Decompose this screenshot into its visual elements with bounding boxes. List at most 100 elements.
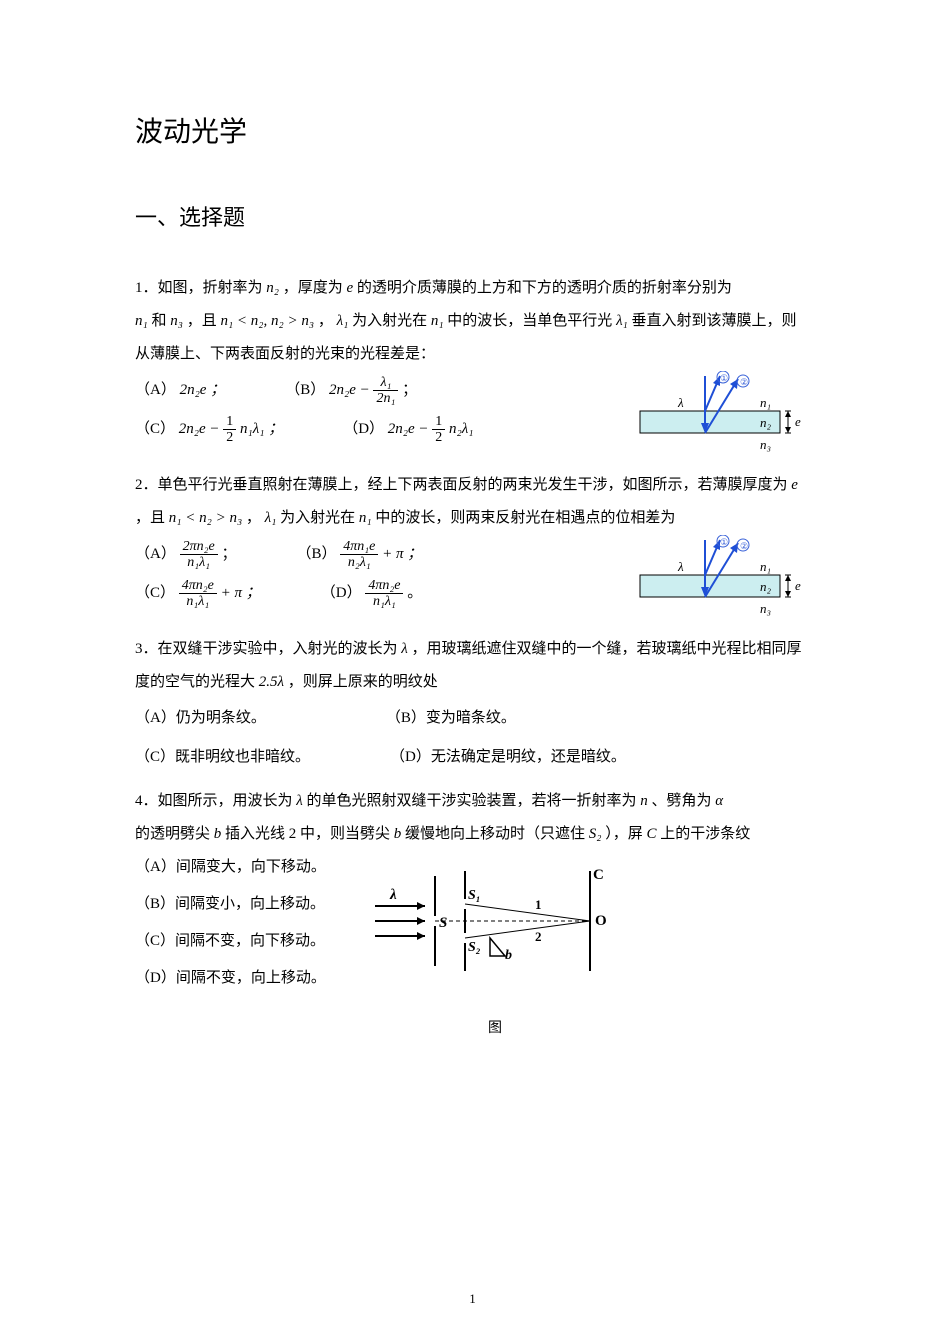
q4-text: 缓慢地向上移动时（只遮住 bbox=[405, 826, 585, 842]
opt-val: 2n₂e − bbox=[388, 421, 433, 437]
q3-optB: （B）变为暗条纹。 bbox=[386, 699, 516, 738]
q1-text: 中的波长，当单色平行光 bbox=[447, 313, 612, 329]
q4-C: C bbox=[647, 826, 657, 842]
q1-text: 和 bbox=[151, 313, 166, 329]
opt-label: （B） bbox=[285, 382, 325, 398]
q4-lam: λ bbox=[296, 793, 303, 809]
q3-text: 3．在双缝干涉实验中，入射光的波长为 bbox=[135, 641, 398, 657]
opt-label: （C） bbox=[135, 585, 175, 601]
q4-optA: （A）间隔变大，向下移动。 bbox=[135, 851, 355, 884]
opt-val: n₁λ₁ ； bbox=[240, 421, 283, 437]
q4-S2: S₂ bbox=[589, 826, 602, 842]
q2-optA: （A） 2πn₂en₁λ₁ ； bbox=[135, 535, 236, 574]
q4-b2: b bbox=[394, 826, 402, 842]
frac-den: 2 bbox=[223, 430, 236, 445]
q2-text: ， bbox=[246, 510, 261, 526]
svg-text:2: 2 bbox=[535, 929, 542, 944]
q4-text: 的透明劈尖 bbox=[135, 826, 210, 842]
n1-label: n₁ bbox=[760, 395, 771, 410]
q4-text: 上的干涉条纹 bbox=[660, 826, 750, 842]
circ1-label: ① bbox=[720, 373, 728, 383]
q4-optB: （B）间隔变小，向上移动。 bbox=[135, 888, 355, 921]
svg-text:b: b bbox=[505, 948, 512, 963]
q2-opts-row2: （C） 4πn₂en₁λ₁ + π ； （D） 4πn₂en₁λ₁ 。 bbox=[135, 574, 610, 613]
q4-b: b bbox=[214, 826, 222, 842]
q2-optB: （B） 4πn₁en₂λ₁ + π ； bbox=[296, 535, 422, 574]
frac-den: 2n₁ bbox=[373, 391, 398, 406]
q4-alpha: α bbox=[715, 793, 723, 809]
opt-tail: ； bbox=[402, 382, 417, 398]
q1-text: 为入射光在 bbox=[352, 313, 427, 329]
q3-lam: λ bbox=[401, 641, 408, 657]
q3-opts-row1: （A）仍为明条纹。 （B）变为暗条纹。 bbox=[135, 699, 810, 738]
q2-n1: n₁ bbox=[359, 510, 372, 526]
svg-text:n₃: n₃ bbox=[760, 601, 771, 616]
opt-tail: + π ； bbox=[221, 585, 261, 601]
frac-den: n₁λ₁ bbox=[179, 594, 217, 609]
q4-text: 插入光线 2 中，则当劈尖 bbox=[225, 826, 390, 842]
frac-num: 1 bbox=[223, 414, 236, 430]
q1-optC: （C） 2n₂e − 12 n₁λ₁ ； bbox=[135, 410, 283, 449]
q1-n1: n₁ bbox=[135, 313, 148, 329]
q1-opts-row2: （C） 2n₂e − 12 n₁λ₁ ； （D） 2n₂e − 12 n₂λ₁ bbox=[135, 410, 610, 449]
q2-optC: （C） 4πn₂en₁λ₁ + π ； bbox=[135, 574, 261, 613]
double-slit-figure: λ S S₁ S₂ 1 2 b bbox=[365, 851, 625, 1045]
q4-text: ），屏 bbox=[605, 826, 643, 842]
svg-text:n₁: n₁ bbox=[760, 559, 771, 574]
frac-num: 1 bbox=[432, 414, 445, 430]
q2-lam1: λ₁ bbox=[265, 510, 277, 526]
opt-label: （C） bbox=[135, 421, 175, 437]
opt-val: 2n₂e ； bbox=[180, 382, 226, 398]
circ2-label: ② bbox=[740, 377, 748, 387]
main-title: 波动光学 bbox=[135, 110, 810, 150]
svg-text:S₂: S₂ bbox=[468, 940, 481, 955]
q3-val: 2.5λ bbox=[259, 674, 284, 690]
q4-n: n bbox=[640, 793, 648, 809]
q1-text: 1．如图，折射率为 bbox=[135, 280, 263, 296]
q3-optA: （A）仍为明条纹。 bbox=[135, 699, 266, 738]
svg-text:②: ② bbox=[740, 541, 748, 551]
opt-tail: + π ； bbox=[382, 546, 422, 562]
e-label: e bbox=[795, 414, 801, 429]
q4-text: 4．如图所示，用波长为 bbox=[135, 793, 293, 809]
q1-text: 的透明介质薄膜的上方和下方的透明介质的折射率分别为 bbox=[357, 280, 732, 296]
q1-n3: n₃ bbox=[170, 313, 183, 329]
q3-optD: （D）无法确定是明纹，还是暗纹。 bbox=[390, 738, 626, 777]
opt-val: 2n₂e − bbox=[329, 382, 374, 398]
q4-options: （A）间隔变大，向下移动。 （B）间隔变小，向上移动。 （C）间隔不变，向下移动… bbox=[135, 851, 355, 995]
q3-opts-row2: （C）既非明纹也非暗纹。 （D）无法确定是明纹，还是暗纹。 bbox=[135, 738, 810, 777]
n2-label: n₂ bbox=[760, 415, 772, 430]
opt-val: n₂λ₁ bbox=[449, 421, 473, 437]
q1-lam1: λ₁ bbox=[337, 313, 349, 329]
svg-text:n₂: n₂ bbox=[760, 579, 772, 594]
q3-stem: 3．在双缝干涉实验中，入射光的波长为 λ ，用玻璃纸遮住双缝中的一个缝，若玻璃纸… bbox=[135, 633, 810, 699]
svg-text:λ: λ bbox=[677, 559, 684, 574]
film-diagram-2: ① ② λ n₁ n₂ n₃ e bbox=[620, 535, 810, 625]
opt-label: （A） bbox=[135, 382, 176, 398]
frac-den: n₁λ₁ bbox=[365, 594, 403, 609]
film-diagram-1: ① ② λ n₁ n₂ n₃ e bbox=[620, 371, 810, 461]
opt-label: （D） bbox=[343, 421, 384, 437]
opt-val: 2n₂e − bbox=[179, 421, 224, 437]
q1-cond: n₁ < n₂, n₂ > n₃ bbox=[220, 313, 314, 329]
q3-optC: （C）既非明纹也非暗纹。 bbox=[135, 738, 310, 777]
lam-label: λ bbox=[677, 395, 684, 410]
q1-e: e bbox=[347, 280, 354, 296]
svg-text:1: 1 bbox=[535, 897, 542, 912]
q2-text: 为入射光在 bbox=[280, 510, 355, 526]
q1-n1b: n₁ bbox=[431, 313, 444, 329]
q1-text: ，厚度为 bbox=[283, 280, 343, 296]
q2-text: 2．单色平行光垂直照射在薄膜上，经上下两表面反射的两束光发生干涉，如图所示，若薄… bbox=[135, 477, 788, 493]
n3-label: n₃ bbox=[760, 437, 771, 452]
frac-den: n₁λ₁ bbox=[180, 555, 218, 570]
q4-optC: （C）间隔不变，向下移动。 bbox=[135, 925, 355, 958]
question-2: 2．单色平行光垂直照射在薄膜上，经上下两表面反射的两束光发生干涉，如图所示，若薄… bbox=[135, 469, 810, 625]
page-number: 1 bbox=[469, 1291, 476, 1307]
svg-text:S: S bbox=[439, 915, 447, 931]
q1-optD: （D） 2n₂e − 12 n₂λ₁ bbox=[343, 410, 473, 449]
q2-cond: n₁ < n₂ > n₃ bbox=[169, 510, 242, 526]
frac-num: λ₁ bbox=[373, 375, 398, 391]
q1-optB: （B） 2n₂e − λ₁2n₁ ； bbox=[285, 371, 417, 410]
q2-stem: 2．单色平行光垂直照射在薄膜上，经上下两表面反射的两束光发生干涉，如图所示，若薄… bbox=[135, 469, 810, 535]
svg-text:S₁: S₁ bbox=[468, 888, 481, 903]
